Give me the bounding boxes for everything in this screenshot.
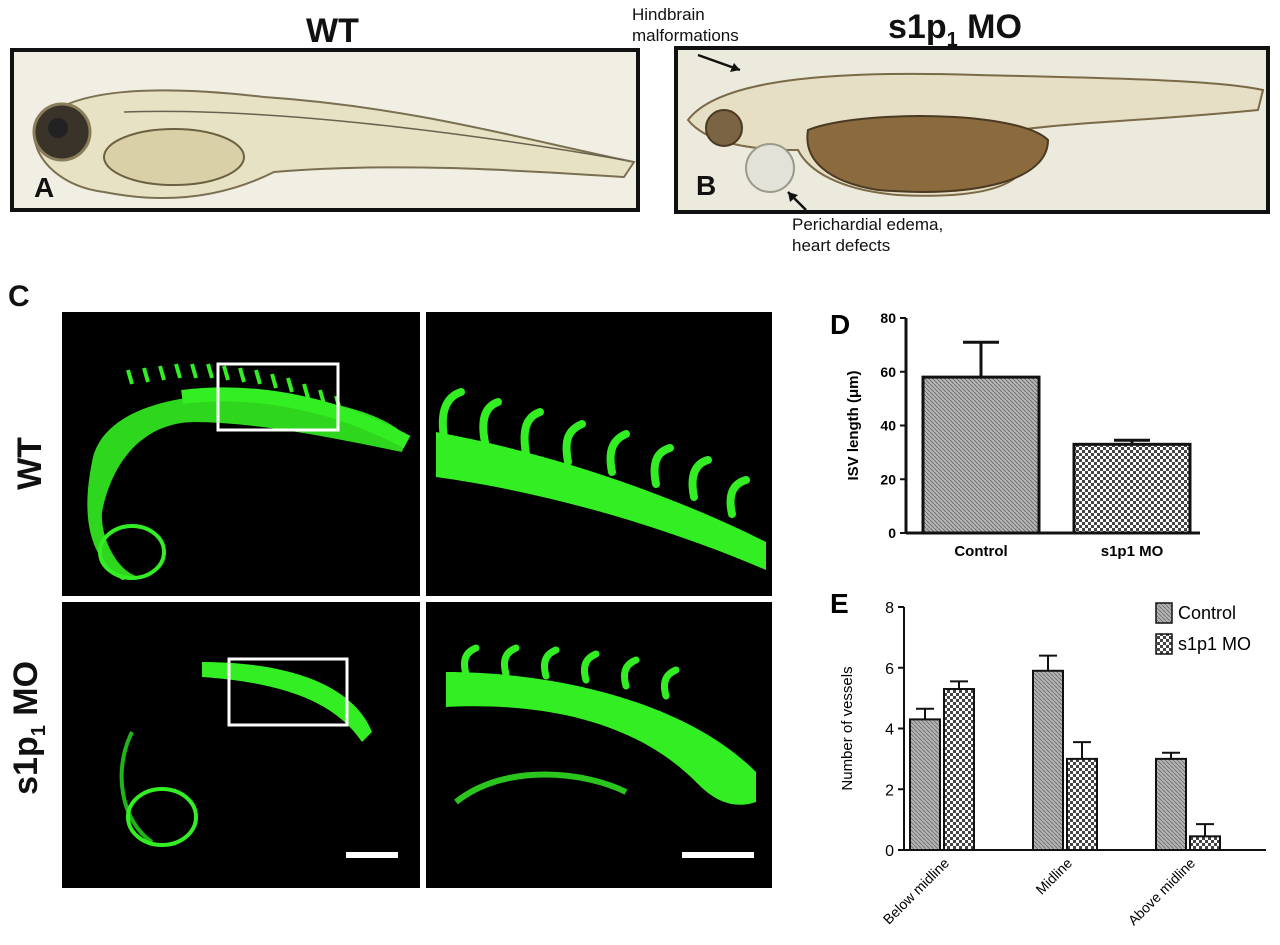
chart-d-isv-length: D 0 20 40 60 80 ISV length (μm) Control s1p1 MO: [830, 309, 1200, 560]
y-tick-label: 0: [888, 525, 896, 541]
x-tick-label: s1p1 MO: [1101, 543, 1164, 560]
micrograph-mo-overview: [62, 602, 420, 888]
x-tick-label: Above midline: [1125, 855, 1199, 929]
bar: [1189, 835, 1221, 852]
micrograph-mo-zoom: [426, 602, 772, 888]
y-axis-label: ISV length (μm): [845, 370, 862, 480]
y-tick-label: 40: [880, 418, 896, 434]
wt-larva-image: [32, 89, 636, 199]
panel-b-photo: B: [674, 46, 1270, 214]
panel-b-letter: B: [696, 170, 717, 201]
panel-a-photo: A: [10, 48, 640, 212]
legend-swatch: [1155, 633, 1173, 655]
bar: [943, 688, 975, 851]
edema-annotation: Perichardial edema, heart defects: [792, 215, 944, 255]
y-tick-label: 4: [885, 722, 894, 739]
row-label-wt: WT: [10, 437, 49, 490]
legend-label: s1p1 MO: [1178, 634, 1251, 654]
bar: [1072, 442, 1192, 535]
hindbrain-annotation: Hindbrain malformations: [632, 5, 739, 45]
micrograph-wt-zoom: [426, 312, 772, 596]
bar: [1155, 757, 1187, 851]
bar: [909, 718, 941, 851]
micrograph-wt-overview: [62, 312, 420, 596]
x-tick-label: Control: [954, 543, 1007, 560]
panel-a-title: WT: [306, 12, 359, 50]
x-tick-label: Midline: [1032, 855, 1075, 898]
y-tick-label: 2: [885, 782, 894, 799]
panel-b-title: s1p1 MO: [888, 8, 1022, 51]
zoom-box-mo: [227, 657, 349, 727]
legend-swatch: [1155, 602, 1173, 624]
scale-bar-right: [682, 852, 754, 858]
x-tick-label: Below midline: [880, 855, 953, 928]
y-tick-label: 20: [880, 471, 896, 487]
y-tick-label: 6: [885, 661, 894, 678]
y-tick-label: 8: [885, 600, 894, 617]
y-tick-label: 80: [880, 310, 896, 326]
panel-a-letter: A: [34, 172, 55, 203]
bar: [1066, 757, 1098, 851]
panel-e-letter: E: [830, 588, 849, 619]
legend-label: Control: [1178, 603, 1236, 623]
bar: [1032, 669, 1064, 851]
y-tick-label: 0: [885, 843, 894, 860]
bar: [921, 375, 1041, 535]
panel-d-letter: D: [830, 309, 850, 340]
chart-e-vessel-count: E 0 2 4 6 8 Number of vessels Below midline Mid…: [830, 588, 1266, 929]
panel-c-letter: C: [8, 280, 30, 313]
mo-larva-image: [686, 53, 1265, 210]
zoom-box-wt: [216, 362, 340, 432]
y-tick-label: 60: [880, 364, 896, 380]
y-axis-label: Number of vessels: [839, 666, 856, 790]
row-label-mo: s1p1 MO: [7, 660, 50, 795]
scale-bar-left: [346, 852, 398, 858]
